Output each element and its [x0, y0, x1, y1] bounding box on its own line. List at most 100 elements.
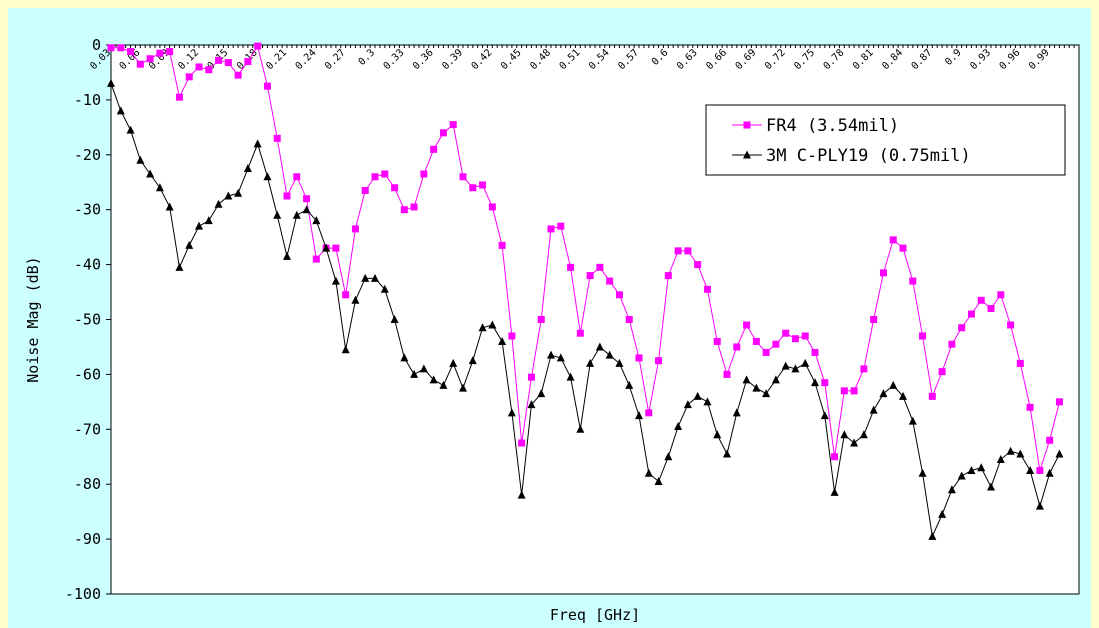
data-point: [342, 291, 350, 299]
data-point: [781, 361, 790, 370]
y-tick-label: -70: [74, 420, 101, 438]
data-point: [146, 55, 154, 63]
data-point: [459, 383, 467, 392]
data-point: [420, 170, 428, 178]
data-point: [997, 291, 1005, 299]
data-point: [185, 240, 194, 249]
data-point: [899, 244, 907, 252]
data-point: [674, 422, 683, 431]
data-point: [830, 487, 839, 496]
data-point: [909, 277, 917, 285]
legend-marker: [743, 150, 751, 159]
data-point: [566, 372, 575, 381]
data-point: [517, 490, 526, 499]
data-point: [234, 71, 242, 79]
data-point: [537, 389, 546, 398]
data-point: [791, 335, 799, 343]
data-point: [341, 345, 350, 354]
data-point: [644, 468, 653, 477]
y-tick-label: -80: [74, 475, 101, 493]
data-point: [595, 342, 604, 351]
data-point: [498, 241, 506, 249]
x-axis-label: Freq [GHz]: [550, 606, 640, 624]
data-point: [204, 216, 213, 225]
data-point: [117, 44, 125, 52]
data-point: [322, 243, 331, 252]
data-point: [655, 357, 663, 365]
data-point: [713, 337, 721, 345]
data-point: [459, 173, 467, 181]
data-point: [479, 181, 487, 189]
series-layer: [107, 42, 1064, 540]
data-point: [1055, 398, 1063, 406]
data-point: [762, 389, 771, 398]
data-point: [155, 183, 164, 192]
data-point: [136, 155, 145, 164]
data-point: [400, 206, 408, 214]
data-point: [254, 42, 262, 50]
data-point: [107, 44, 115, 52]
data-point: [351, 295, 360, 304]
data-point: [557, 222, 565, 230]
data-point: [331, 276, 340, 285]
y-axis-ticks: 0 -10 -20 -30 -40 -50 -60 -70 -80 -90 -100: [65, 36, 111, 603]
data-point: [263, 82, 271, 90]
legend-label: FR4 (3.54mil): [766, 116, 899, 136]
data-point: [596, 263, 604, 271]
data-point: [889, 236, 897, 244]
data-point: [116, 106, 125, 115]
data-point: [156, 49, 164, 57]
legend: FR4 (3.54mil) 3M C-PLY19 (0.75mil): [705, 104, 1066, 176]
data-point: [283, 251, 291, 260]
data-point: [273, 210, 282, 219]
data-point: [928, 531, 937, 540]
y-tick-label: -100: [65, 585, 101, 603]
data-point: [195, 221, 203, 230]
data-point: [625, 316, 633, 323]
data-point: [126, 125, 135, 134]
data-point: [850, 438, 859, 447]
data-point: [899, 391, 907, 400]
data-point: [293, 173, 301, 181]
data-point: [918, 468, 927, 477]
data-point: [889, 380, 898, 389]
data-point: [175, 262, 184, 271]
data-point: [312, 255, 320, 263]
data-point: [439, 129, 447, 137]
data-point: [977, 463, 986, 472]
data-point: [165, 202, 174, 211]
data-point: [224, 191, 233, 200]
y-tick-label: -30: [74, 201, 101, 219]
data-point: [195, 63, 203, 71]
data-point: [547, 350, 555, 359]
data-point: [380, 284, 389, 293]
data-point: [791, 364, 800, 373]
data-point: [869, 405, 878, 414]
data-point: [224, 59, 232, 67]
data-point: [400, 353, 409, 362]
data-point: [958, 324, 966, 332]
data-point: [664, 452, 673, 461]
data-point: [518, 439, 526, 447]
y-axis-label: Noise Mag (dB): [24, 256, 42, 382]
data-point: [390, 315, 399, 323]
data-point: [576, 424, 585, 433]
data-point: [772, 340, 780, 348]
data-point: [615, 358, 624, 367]
data-point: [214, 199, 223, 208]
data-point: [752, 383, 761, 392]
legend-marker: [743, 121, 751, 129]
data-point: [987, 305, 995, 313]
data-point: [185, 73, 193, 81]
data-point: [811, 378, 819, 387]
data-point: [674, 247, 682, 255]
data-point: [449, 358, 458, 367]
data-point: [967, 310, 975, 318]
data-point: [938, 509, 947, 518]
noise-chart: 0-10-20-30-40-50-60-70-80-90-100 0.03 0.0…: [24, 36, 1080, 624]
data-point: [205, 66, 213, 74]
data-point: [488, 320, 497, 329]
data-point: [859, 430, 868, 439]
y-tick-label: -90: [74, 530, 101, 548]
data-point: [1016, 359, 1024, 367]
